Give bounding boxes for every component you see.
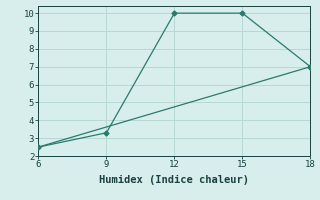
X-axis label: Humidex (Indice chaleur): Humidex (Indice chaleur) [100, 175, 249, 185]
